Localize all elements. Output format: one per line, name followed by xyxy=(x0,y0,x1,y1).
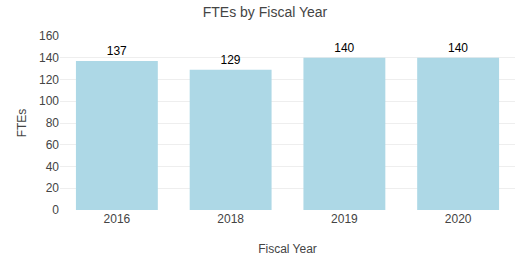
svg-text:60: 60 xyxy=(46,138,60,152)
svg-text:20: 20 xyxy=(46,181,60,195)
svg-text:137: 137 xyxy=(107,44,127,58)
svg-text:129: 129 xyxy=(220,53,240,67)
svg-text:FTEs: FTEs xyxy=(15,109,29,138)
svg-text:2016: 2016 xyxy=(104,212,131,226)
svg-text:140: 140 xyxy=(448,41,468,55)
svg-text:FTEs by Fiscal Year: FTEs by Fiscal Year xyxy=(203,4,328,20)
svg-text:120: 120 xyxy=(39,73,59,87)
svg-text:160: 160 xyxy=(39,29,59,43)
svg-text:2018: 2018 xyxy=(217,212,244,226)
svg-text:140: 140 xyxy=(334,41,354,55)
svg-text:80: 80 xyxy=(46,116,60,130)
svg-text:Fiscal Year: Fiscal Year xyxy=(258,242,317,256)
svg-text:0: 0 xyxy=(52,203,59,217)
svg-text:2019: 2019 xyxy=(331,212,358,226)
svg-text:100: 100 xyxy=(39,94,59,108)
svg-text:140: 140 xyxy=(39,51,59,65)
svg-text:40: 40 xyxy=(46,160,60,174)
svg-text:2020: 2020 xyxy=(445,212,472,226)
